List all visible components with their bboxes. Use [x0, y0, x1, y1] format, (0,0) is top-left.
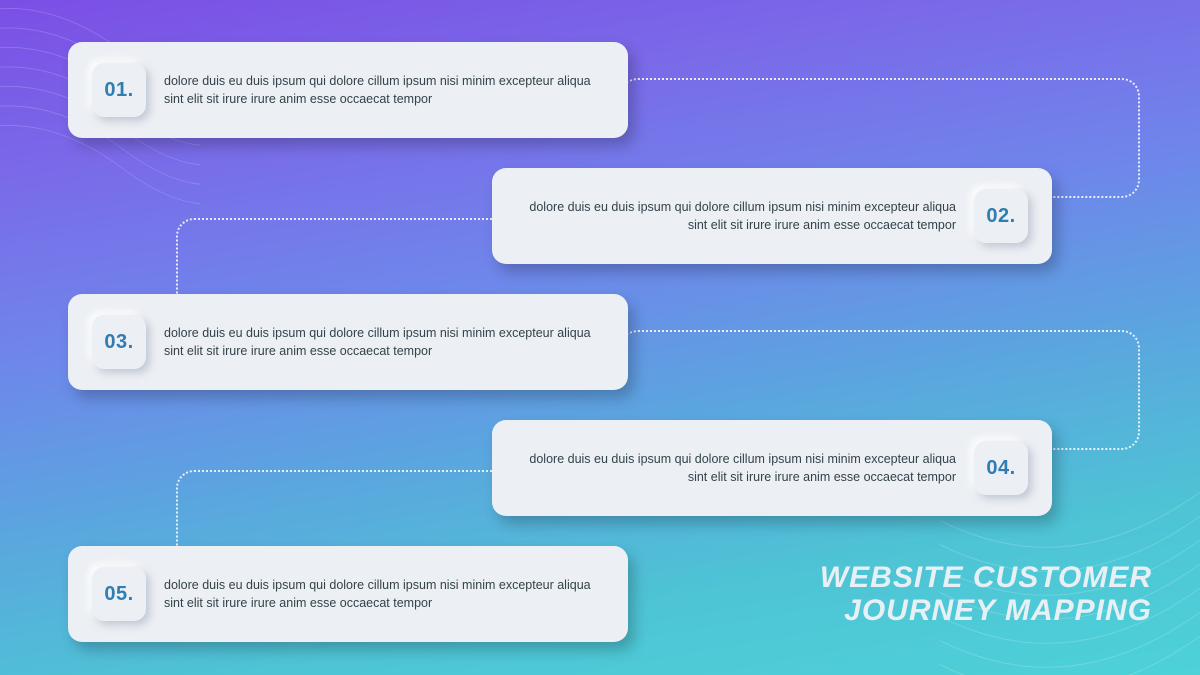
title-line-1: WEBSITE CUSTOMER: [820, 561, 1152, 594]
step-text: dolore duis eu duis ipsum qui dolore cil…: [164, 72, 604, 108]
step-number: 05.: [104, 583, 133, 606]
slide-title: WEBSITE CUSTOMER JOURNEY MAPPING: [820, 561, 1152, 627]
step-card-1: 01. dolore duis eu duis ipsum qui dolore…: [68, 42, 628, 138]
step-number-box: 02.: [974, 189, 1028, 243]
step-number: 01.: [104, 79, 133, 102]
step-text: dolore duis eu duis ipsum qui dolore cil…: [516, 450, 956, 486]
step-number: 03.: [104, 331, 133, 354]
step-number-box: 04.: [974, 441, 1028, 495]
step-number: 04.: [986, 457, 1015, 480]
step-text: dolore duis eu duis ipsum qui dolore cil…: [516, 198, 956, 234]
title-line-2: JOURNEY MAPPING: [820, 594, 1152, 627]
step-text: dolore duis eu duis ipsum qui dolore cil…: [164, 324, 604, 360]
step-card-4: 04. dolore duis eu duis ipsum qui dolore…: [492, 420, 1052, 516]
step-number-box: 01.: [92, 63, 146, 117]
step-number-box: 03.: [92, 315, 146, 369]
step-number: 02.: [986, 205, 1015, 228]
step-card-2: 02. dolore duis eu duis ipsum qui dolore…: [492, 168, 1052, 264]
step-text: dolore duis eu duis ipsum qui dolore cil…: [164, 576, 604, 612]
step-number-box: 05.: [92, 567, 146, 621]
step-card-5: 05. dolore duis eu duis ipsum qui dolore…: [68, 546, 628, 642]
step-card-3: 03. dolore duis eu duis ipsum qui dolore…: [68, 294, 628, 390]
